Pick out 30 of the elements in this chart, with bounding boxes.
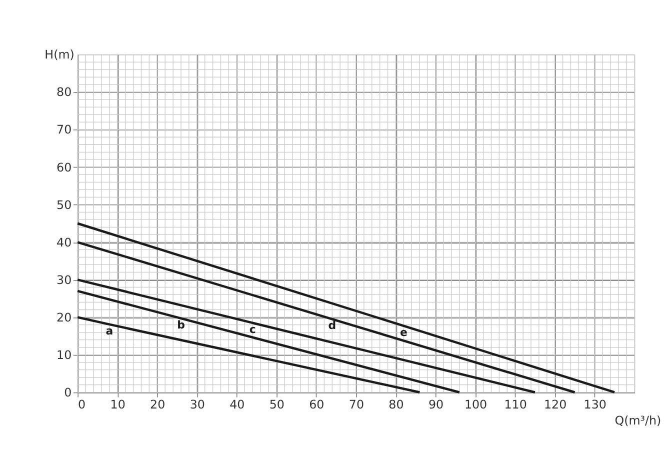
series-label: c [249, 322, 256, 336]
x-tick-label: 90 [428, 397, 444, 412]
x-tick-label: 10 [110, 397, 126, 412]
y-tick-label: 40 [56, 235, 72, 250]
series-label: d [328, 319, 336, 332]
x-tick-label: 70 [348, 397, 364, 412]
y-tick-label: 0 [64, 385, 72, 400]
series-label: b [177, 318, 186, 332]
x-axis-title: Q(m³/h) [614, 414, 662, 428]
series-label: a [106, 324, 114, 338]
y-tick-label: 30 [56, 272, 72, 287]
series-label: e [400, 326, 408, 339]
x-tick-label: 40 [230, 397, 245, 412]
y-tick-label: 50 [56, 198, 72, 212]
x-tick-label: 30 [190, 397, 205, 412]
x-tick-label: 110 [504, 397, 527, 412]
y-tick-label: 80 [56, 85, 72, 100]
x-tick-label: 20 [150, 397, 166, 412]
x-tick-label: 120 [544, 397, 567, 412]
y-tick-label: 60 [56, 160, 72, 174]
x-tick-label: 130 [584, 397, 606, 412]
y-axis-title: H(m) [44, 48, 74, 62]
x-tick-label: 0 [78, 397, 86, 412]
y-tick-label: 70 [56, 122, 72, 137]
x-tick-label: 80 [388, 397, 404, 412]
y-tick-label: 10 [56, 348, 72, 362]
x-tick-label: 50 [269, 397, 284, 412]
x-tick-label: 60 [309, 397, 324, 412]
x-tick-label: 100 [464, 397, 488, 412]
y-tick-label: 20 [56, 310, 72, 324]
